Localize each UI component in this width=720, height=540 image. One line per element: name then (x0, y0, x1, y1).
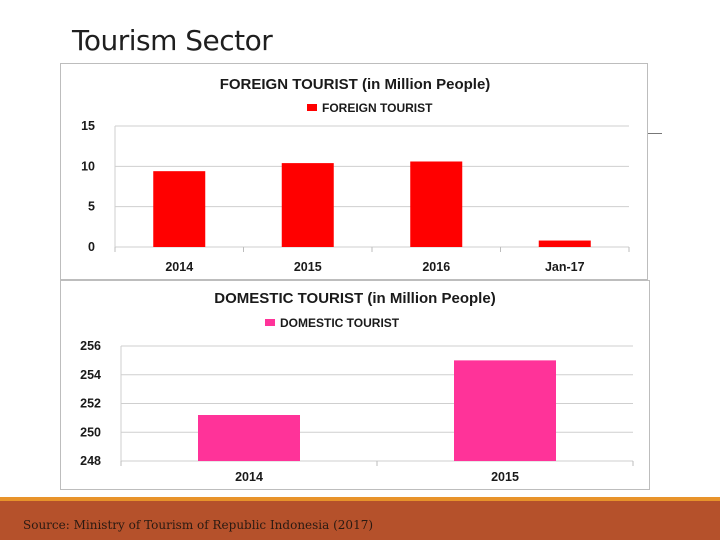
foreign-bar-2014 (153, 171, 206, 247)
foreign-y-tick-label: 0 (88, 240, 95, 254)
domestic-y-tick-label: 256 (80, 339, 101, 353)
foreign-bar-jan-17 (538, 240, 591, 247)
foreign-legend-label: FOREIGN TOURIST (322, 101, 433, 115)
domestic-x-tick-label: 2015 (491, 470, 519, 484)
domestic-y-tick-label: 248 (80, 454, 101, 468)
foreign-x-tick-label: Jan-17 (545, 260, 585, 274)
domestic-y-tick-label: 254 (80, 368, 101, 382)
foreign-x-tick-label: 2016 (422, 260, 450, 274)
foreign-x-tick-label: 2015 (294, 260, 322, 274)
footer-bar (0, 497, 720, 540)
domestic-tourist-chart-svg: DOMESTIC TOURIST (in Million People) DOME… (80, 290, 634, 484)
foreign-y-tick-label: 15 (81, 119, 95, 133)
domestic-bar-2014 (198, 415, 300, 461)
domestic-y-tick-label: 252 (80, 397, 101, 411)
domestic-x-tick-label: 2014 (235, 470, 263, 484)
foreign-chart-title: FOREIGN TOURIST (in Million People) (220, 76, 491, 93)
foreign-legend-swatch (307, 104, 317, 111)
foreign-bar-2016 (410, 161, 463, 247)
foreign-x-tick-label: 2014 (165, 260, 193, 274)
foreign-y-tick-label: 10 (81, 159, 95, 173)
foreign-tourist-chart-svg: FOREIGN TOURIST (in Million People) FOREI… (81, 76, 630, 274)
domestic-y-tick-label: 250 (80, 425, 101, 439)
foreign-tourist-chart: FOREIGN TOURIST (in Million People) FOREI… (60, 63, 648, 280)
foreign-y-tick-label: 5 (88, 200, 95, 214)
domestic-tourist-chart: DOMESTIC TOURIST (in Million People) DOME… (60, 280, 650, 490)
source-note: Source: Ministry of Tourism of Republic … (23, 518, 374, 532)
domestic-chart-title: DOMESTIC TOURIST (in Million People) (214, 290, 495, 307)
decorative-line (648, 133, 662, 134)
slide-title: Tourism Sector (72, 24, 273, 57)
domestic-legend-swatch (265, 319, 275, 326)
foreign-bar-2015 (281, 163, 334, 247)
domestic-bar-2015 (454, 360, 556, 461)
domestic-legend-label: DOMESTIC TOURIST (280, 316, 400, 330)
